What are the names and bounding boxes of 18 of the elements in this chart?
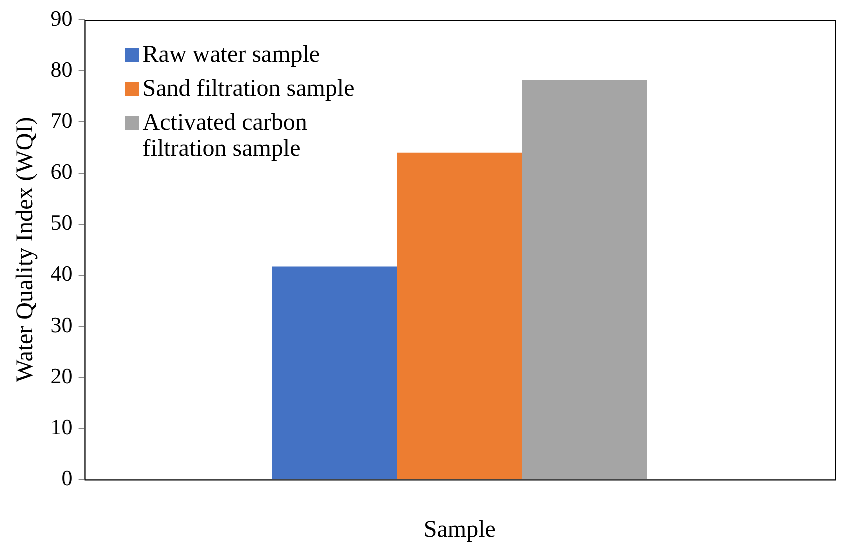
y-tick-label: 70 — [50, 108, 73, 133]
legend-label: Sand filtration sample — [142, 76, 355, 102]
y-tick-label: 20 — [50, 363, 73, 388]
y-tick-label: 0 — [62, 466, 73, 491]
bar — [272, 266, 398, 480]
x-axis-title: Sample — [424, 516, 496, 543]
y-tick-label: 50 — [50, 210, 73, 236]
legend-label: Activated carbon filtration sample — [142, 110, 308, 162]
y-axis-title: Water Quality Index (WQI) — [12, 117, 39, 383]
y-tick-label: 60 — [50, 159, 73, 184]
bar — [397, 152, 522, 480]
y-tick-label: 90 — [50, 6, 73, 31]
y-tick-label: 80 — [50, 56, 73, 82]
y-tick-label: 10 — [50, 414, 73, 440]
legend-label: Raw water sample — [142, 42, 320, 68]
y-tick-label: 40 — [50, 261, 73, 286]
y-tick-label: 30 — [50, 312, 73, 338]
bar — [522, 80, 648, 480]
